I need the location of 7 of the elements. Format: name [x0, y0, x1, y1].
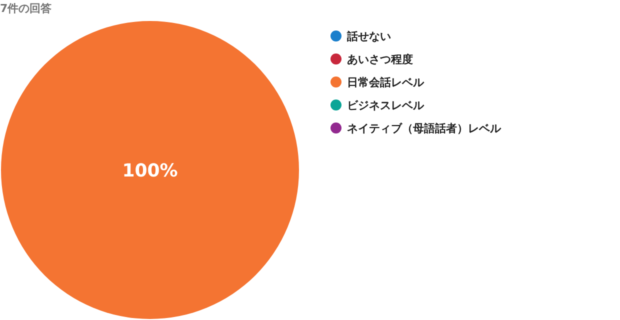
- data-label: 100%: [122, 160, 178, 182]
- legend-label: 日常会話レベル: [347, 76, 425, 89]
- legend-label: あいさつ程度: [347, 52, 413, 66]
- chart-title: 7件の回答: [0, 2, 53, 15]
- legend-label: ビジネスレベル: [347, 98, 425, 112]
- legend-label: ネイティブ（母語話者）レベル: [347, 122, 502, 135]
- legend-label: 話せない: [346, 30, 391, 43]
